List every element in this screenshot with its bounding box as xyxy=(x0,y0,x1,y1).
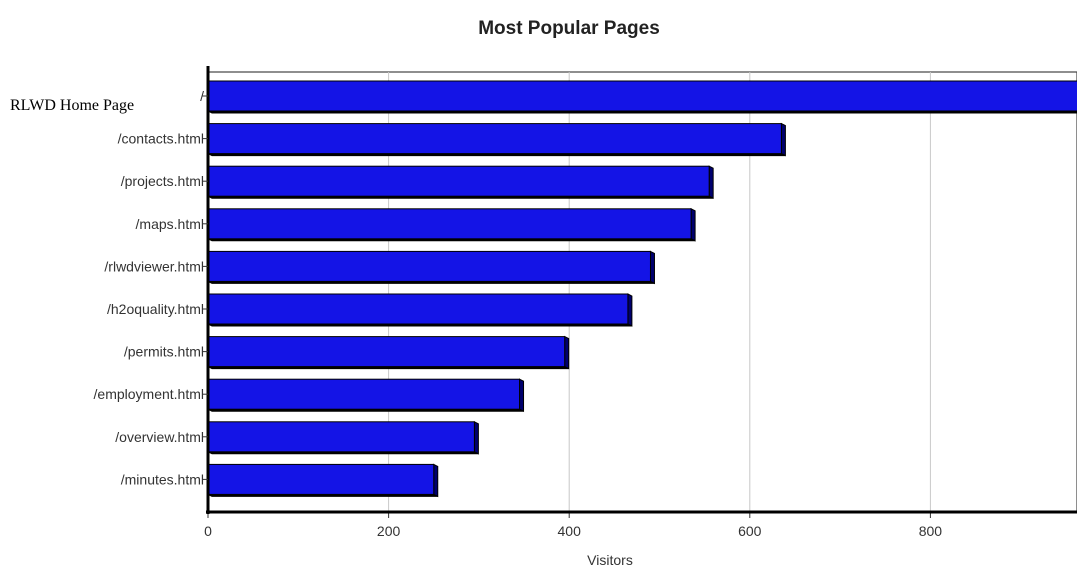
x-tick-labels: 02004006008001,0001,2001,4001,6001,8002,… xyxy=(204,523,943,539)
x-tick-label: 400 xyxy=(558,523,582,539)
bar-side xyxy=(708,165,714,200)
x-tick-label: 200 xyxy=(377,523,401,539)
category-label: / xyxy=(200,88,204,104)
bar xyxy=(207,336,566,368)
bar-side xyxy=(649,250,655,285)
bar-side xyxy=(564,335,570,370)
bar xyxy=(207,123,782,155)
bar-side xyxy=(627,293,633,327)
category-label: /employment.html xyxy=(94,386,204,402)
chart-title: Most Popular Pages xyxy=(478,18,660,39)
bar xyxy=(207,165,710,197)
category-label: /projects.html xyxy=(121,173,204,189)
axes xyxy=(202,66,1077,518)
bar-side xyxy=(473,420,479,455)
bar xyxy=(207,293,629,325)
category-labels: / /contacts.html/projects.html/maps.html /… xyxy=(94,88,205,487)
x-tick-label: 600 xyxy=(738,523,762,539)
x-axis-label: Visitors xyxy=(587,552,633,567)
bar-side xyxy=(433,463,439,498)
bar xyxy=(207,80,1077,112)
bars xyxy=(207,80,1077,498)
x-tick-label: 0 xyxy=(204,523,212,539)
home-page-annotation: RLWD Home Page xyxy=(10,97,134,114)
category-label: /maps.html xyxy=(136,216,204,232)
bar xyxy=(207,463,435,495)
bar-side xyxy=(780,122,786,157)
category-label: /permits.html xyxy=(124,344,204,360)
category-label: /overview.html xyxy=(115,429,204,445)
bar xyxy=(207,250,651,282)
category-label: /rlwdviewer.html xyxy=(104,258,204,274)
bar-side xyxy=(690,207,696,242)
bar-side xyxy=(519,378,525,413)
x-tick-label: 800 xyxy=(919,523,943,539)
bar xyxy=(207,421,475,453)
category-label: /h2oquality.html xyxy=(107,301,204,317)
category-label: /contacts.html xyxy=(118,131,204,147)
bar xyxy=(207,378,521,410)
category-label: /minutes.html xyxy=(121,471,204,487)
bar xyxy=(207,208,692,240)
